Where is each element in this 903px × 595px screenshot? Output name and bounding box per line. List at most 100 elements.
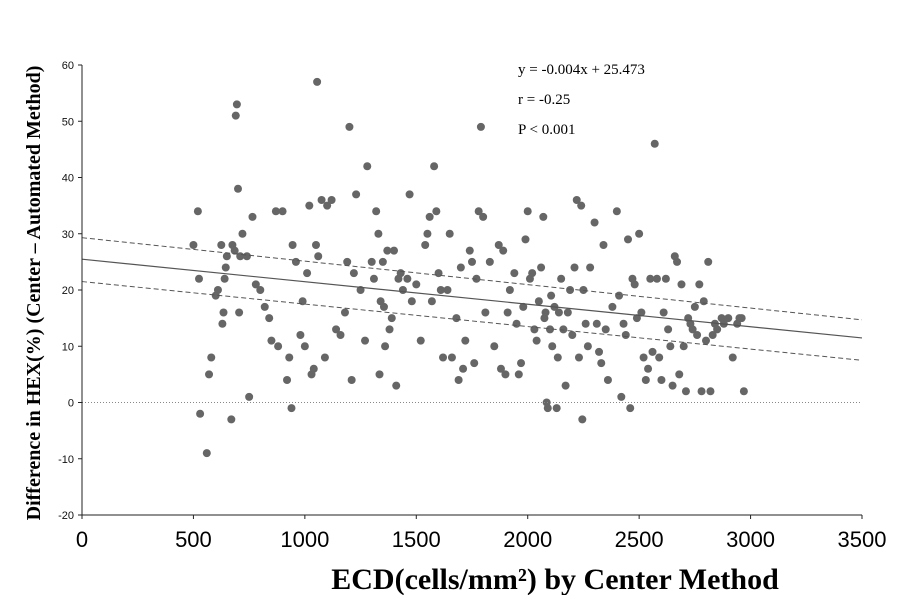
- y-tick-label: -20: [58, 510, 74, 522]
- data-point: [279, 207, 287, 215]
- data-point: [274, 342, 282, 350]
- data-point: [403, 275, 411, 283]
- data-point: [568, 331, 576, 339]
- data-point: [626, 404, 634, 412]
- data-point: [559, 325, 567, 333]
- data-point: [547, 292, 555, 300]
- data-point: [399, 286, 407, 294]
- data-point: [417, 337, 425, 345]
- data-point: [555, 309, 563, 317]
- data-point: [695, 280, 703, 288]
- data-point: [368, 258, 376, 266]
- data-point: [218, 320, 226, 328]
- data-point: [195, 275, 203, 283]
- data-point: [533, 337, 541, 345]
- data-point: [376, 370, 384, 378]
- data-point: [232, 112, 240, 120]
- data-point: [510, 269, 518, 277]
- data-point: [490, 342, 498, 350]
- data-point: [443, 286, 451, 294]
- data-point: [644, 365, 652, 373]
- confidence-band-lower: [82, 282, 862, 361]
- data-point: [649, 348, 657, 356]
- regression-line: [82, 259, 862, 338]
- data-point: [599, 241, 607, 249]
- data-point: [313, 78, 321, 86]
- data-point: [698, 387, 706, 395]
- data-point: [238, 230, 246, 238]
- data-point: [314, 252, 322, 260]
- data-point: [653, 275, 661, 283]
- data-point: [693, 331, 701, 339]
- data-point: [597, 359, 605, 367]
- x-tick-label: 3500: [838, 527, 887, 552]
- data-point: [591, 219, 599, 227]
- data-point: [287, 404, 295, 412]
- data-point: [233, 100, 241, 108]
- y-tick-label: 40: [62, 173, 74, 185]
- data-point: [207, 354, 215, 362]
- data-point: [578, 415, 586, 423]
- data-point: [430, 162, 438, 170]
- data-point: [700, 297, 708, 305]
- data-point: [432, 207, 440, 215]
- data-point: [713, 325, 721, 333]
- data-point: [675, 370, 683, 378]
- axes: -20 -10 0 10 20 30 40 50 60 0 500 1000 1500 2000 2500 3…: [58, 60, 886, 552]
- data-point: [452, 314, 460, 322]
- data-point: [203, 449, 211, 457]
- data-point: [227, 415, 235, 423]
- data-point: [535, 297, 543, 305]
- data-point: [615, 292, 623, 300]
- data-point: [283, 376, 291, 384]
- data-point: [390, 247, 398, 255]
- data-point: [577, 202, 585, 210]
- x-tick-label: 500: [175, 527, 212, 552]
- x-tick-label: 1000: [280, 527, 329, 552]
- data-point: [457, 264, 465, 272]
- data-point: [222, 264, 230, 272]
- data-point: [501, 370, 509, 378]
- data-point: [292, 258, 300, 266]
- data-point: [537, 264, 545, 272]
- data-point: [305, 202, 313, 210]
- data-point: [386, 325, 394, 333]
- data-point: [267, 337, 275, 345]
- data-point: [729, 354, 737, 362]
- data-point: [620, 320, 628, 328]
- data-point: [673, 258, 681, 266]
- data-point: [388, 314, 396, 322]
- data-point: [265, 314, 273, 322]
- data-point: [554, 354, 562, 362]
- y-tick-label: 0: [68, 398, 74, 410]
- y-tick-label: 50: [62, 116, 74, 128]
- data-point: [499, 247, 507, 255]
- data-point: [651, 140, 659, 148]
- data-point: [479, 213, 487, 221]
- data-point: [374, 230, 382, 238]
- data-point: [486, 258, 494, 266]
- data-point: [642, 376, 650, 384]
- data-point: [234, 185, 242, 193]
- data-point: [406, 190, 414, 198]
- data-point: [528, 269, 536, 277]
- data-point: [640, 354, 648, 362]
- y-tick-label: 30: [62, 229, 74, 241]
- data-point: [544, 404, 552, 412]
- data-point: [310, 365, 318, 373]
- data-point: [624, 235, 632, 243]
- data-point: [379, 258, 387, 266]
- regression-equation: y = -0.004x + 25.473: [518, 62, 645, 78]
- data-point: [506, 286, 514, 294]
- data-point: [660, 309, 668, 317]
- x-tick-label: 1500: [392, 527, 441, 552]
- data-point: [397, 269, 405, 277]
- data-point: [341, 309, 349, 317]
- data-point: [363, 162, 371, 170]
- data-point: [235, 309, 243, 317]
- x-tick-label: 0: [76, 527, 88, 552]
- data-point: [321, 354, 329, 362]
- data-point: [704, 258, 712, 266]
- data-point: [682, 387, 690, 395]
- data-point: [622, 331, 630, 339]
